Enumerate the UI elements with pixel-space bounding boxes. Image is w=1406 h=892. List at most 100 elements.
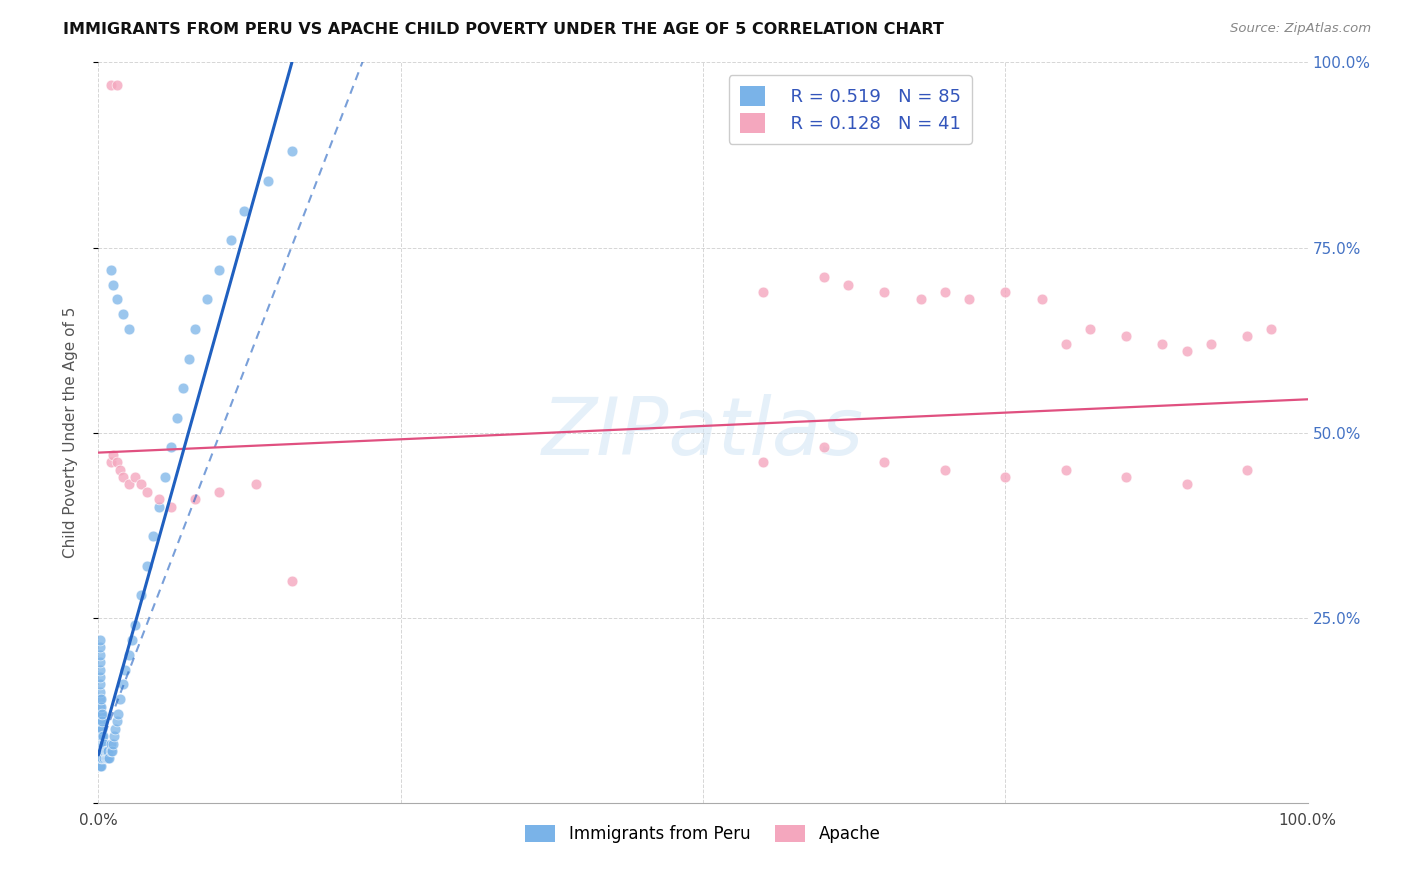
Point — [256, 174, 278, 188]
Point — [160, 500, 183, 514]
Point — [105, 455, 128, 469]
Point — [90, 737, 112, 751]
Point — [89, 692, 111, 706]
Point — [90, 758, 112, 772]
Point — [91, 751, 114, 765]
Point — [1175, 477, 1198, 491]
Point — [752, 285, 775, 299]
Point — [89, 714, 111, 729]
Point — [184, 492, 207, 507]
Point — [837, 277, 859, 292]
Point — [89, 648, 111, 662]
Point — [90, 692, 112, 706]
Point — [148, 500, 170, 514]
Point — [91, 729, 114, 743]
Point — [93, 737, 115, 751]
Point — [105, 714, 128, 729]
Point — [96, 751, 118, 765]
Point — [129, 477, 152, 491]
Point — [172, 381, 194, 395]
Point — [135, 484, 157, 499]
Point — [100, 744, 122, 758]
Point — [101, 277, 124, 292]
Point — [89, 758, 111, 772]
Point — [281, 145, 304, 159]
Text: ZIPatlas: ZIPatlas — [541, 393, 865, 472]
Point — [90, 729, 112, 743]
Point — [813, 270, 835, 285]
Point — [124, 470, 146, 484]
Point — [910, 293, 932, 307]
Point — [111, 677, 134, 691]
Point — [994, 470, 1017, 484]
Point — [245, 477, 267, 491]
Point — [873, 285, 896, 299]
Point — [1236, 329, 1258, 343]
Point — [89, 699, 111, 714]
Point — [1175, 344, 1198, 359]
Point — [89, 737, 111, 751]
Point — [103, 729, 125, 743]
Point — [101, 737, 124, 751]
Point — [195, 293, 218, 307]
Point — [208, 262, 231, 277]
Point — [91, 737, 114, 751]
Point — [90, 722, 112, 736]
Point — [98, 751, 121, 765]
Point — [1260, 322, 1282, 336]
Point — [108, 462, 131, 476]
Point — [148, 492, 170, 507]
Point — [1078, 322, 1101, 336]
Point — [91, 744, 114, 758]
Point — [90, 744, 112, 758]
Point — [90, 699, 112, 714]
Point — [93, 744, 115, 758]
Point — [160, 441, 183, 455]
Point — [91, 744, 114, 758]
Point — [89, 655, 111, 669]
Point — [97, 751, 120, 765]
Point — [100, 737, 122, 751]
Point — [89, 744, 111, 758]
Point — [100, 744, 122, 758]
Point — [100, 78, 122, 92]
Point — [118, 477, 141, 491]
Point — [89, 677, 111, 691]
Point — [100, 455, 122, 469]
Point — [107, 706, 129, 721]
Text: IMMIGRANTS FROM PERU VS APACHE CHILD POVERTY UNDER THE AGE OF 5 CORRELATION CHAR: IMMIGRANTS FROM PERU VS APACHE CHILD POV… — [63, 22, 945, 37]
Point — [89, 685, 111, 699]
Point — [93, 751, 115, 765]
Point — [1054, 462, 1077, 476]
Y-axis label: Child Poverty Under the Age of 5: Child Poverty Under the Age of 5 — [63, 307, 77, 558]
Point — [90, 714, 112, 729]
Point — [89, 737, 111, 751]
Point — [184, 322, 207, 336]
Point — [221, 233, 243, 247]
Point — [124, 618, 146, 632]
Point — [104, 722, 127, 736]
Point — [135, 558, 157, 573]
Point — [208, 484, 231, 499]
Point — [1115, 470, 1137, 484]
Point — [89, 640, 111, 655]
Point — [89, 758, 111, 772]
Point — [91, 714, 114, 729]
Point — [232, 203, 254, 218]
Point — [97, 744, 120, 758]
Text: Source: ZipAtlas.com: Source: ZipAtlas.com — [1230, 22, 1371, 36]
Point — [89, 670, 111, 684]
Point — [281, 574, 304, 588]
Point — [105, 78, 128, 92]
Point — [89, 751, 111, 765]
Point — [101, 448, 124, 462]
Point — [153, 470, 176, 484]
Point — [934, 462, 956, 476]
Point — [179, 351, 201, 366]
Point — [121, 632, 143, 647]
Point — [129, 589, 152, 603]
Point — [1115, 329, 1137, 343]
Point — [1152, 336, 1174, 351]
Point — [89, 663, 111, 677]
Point — [166, 410, 188, 425]
